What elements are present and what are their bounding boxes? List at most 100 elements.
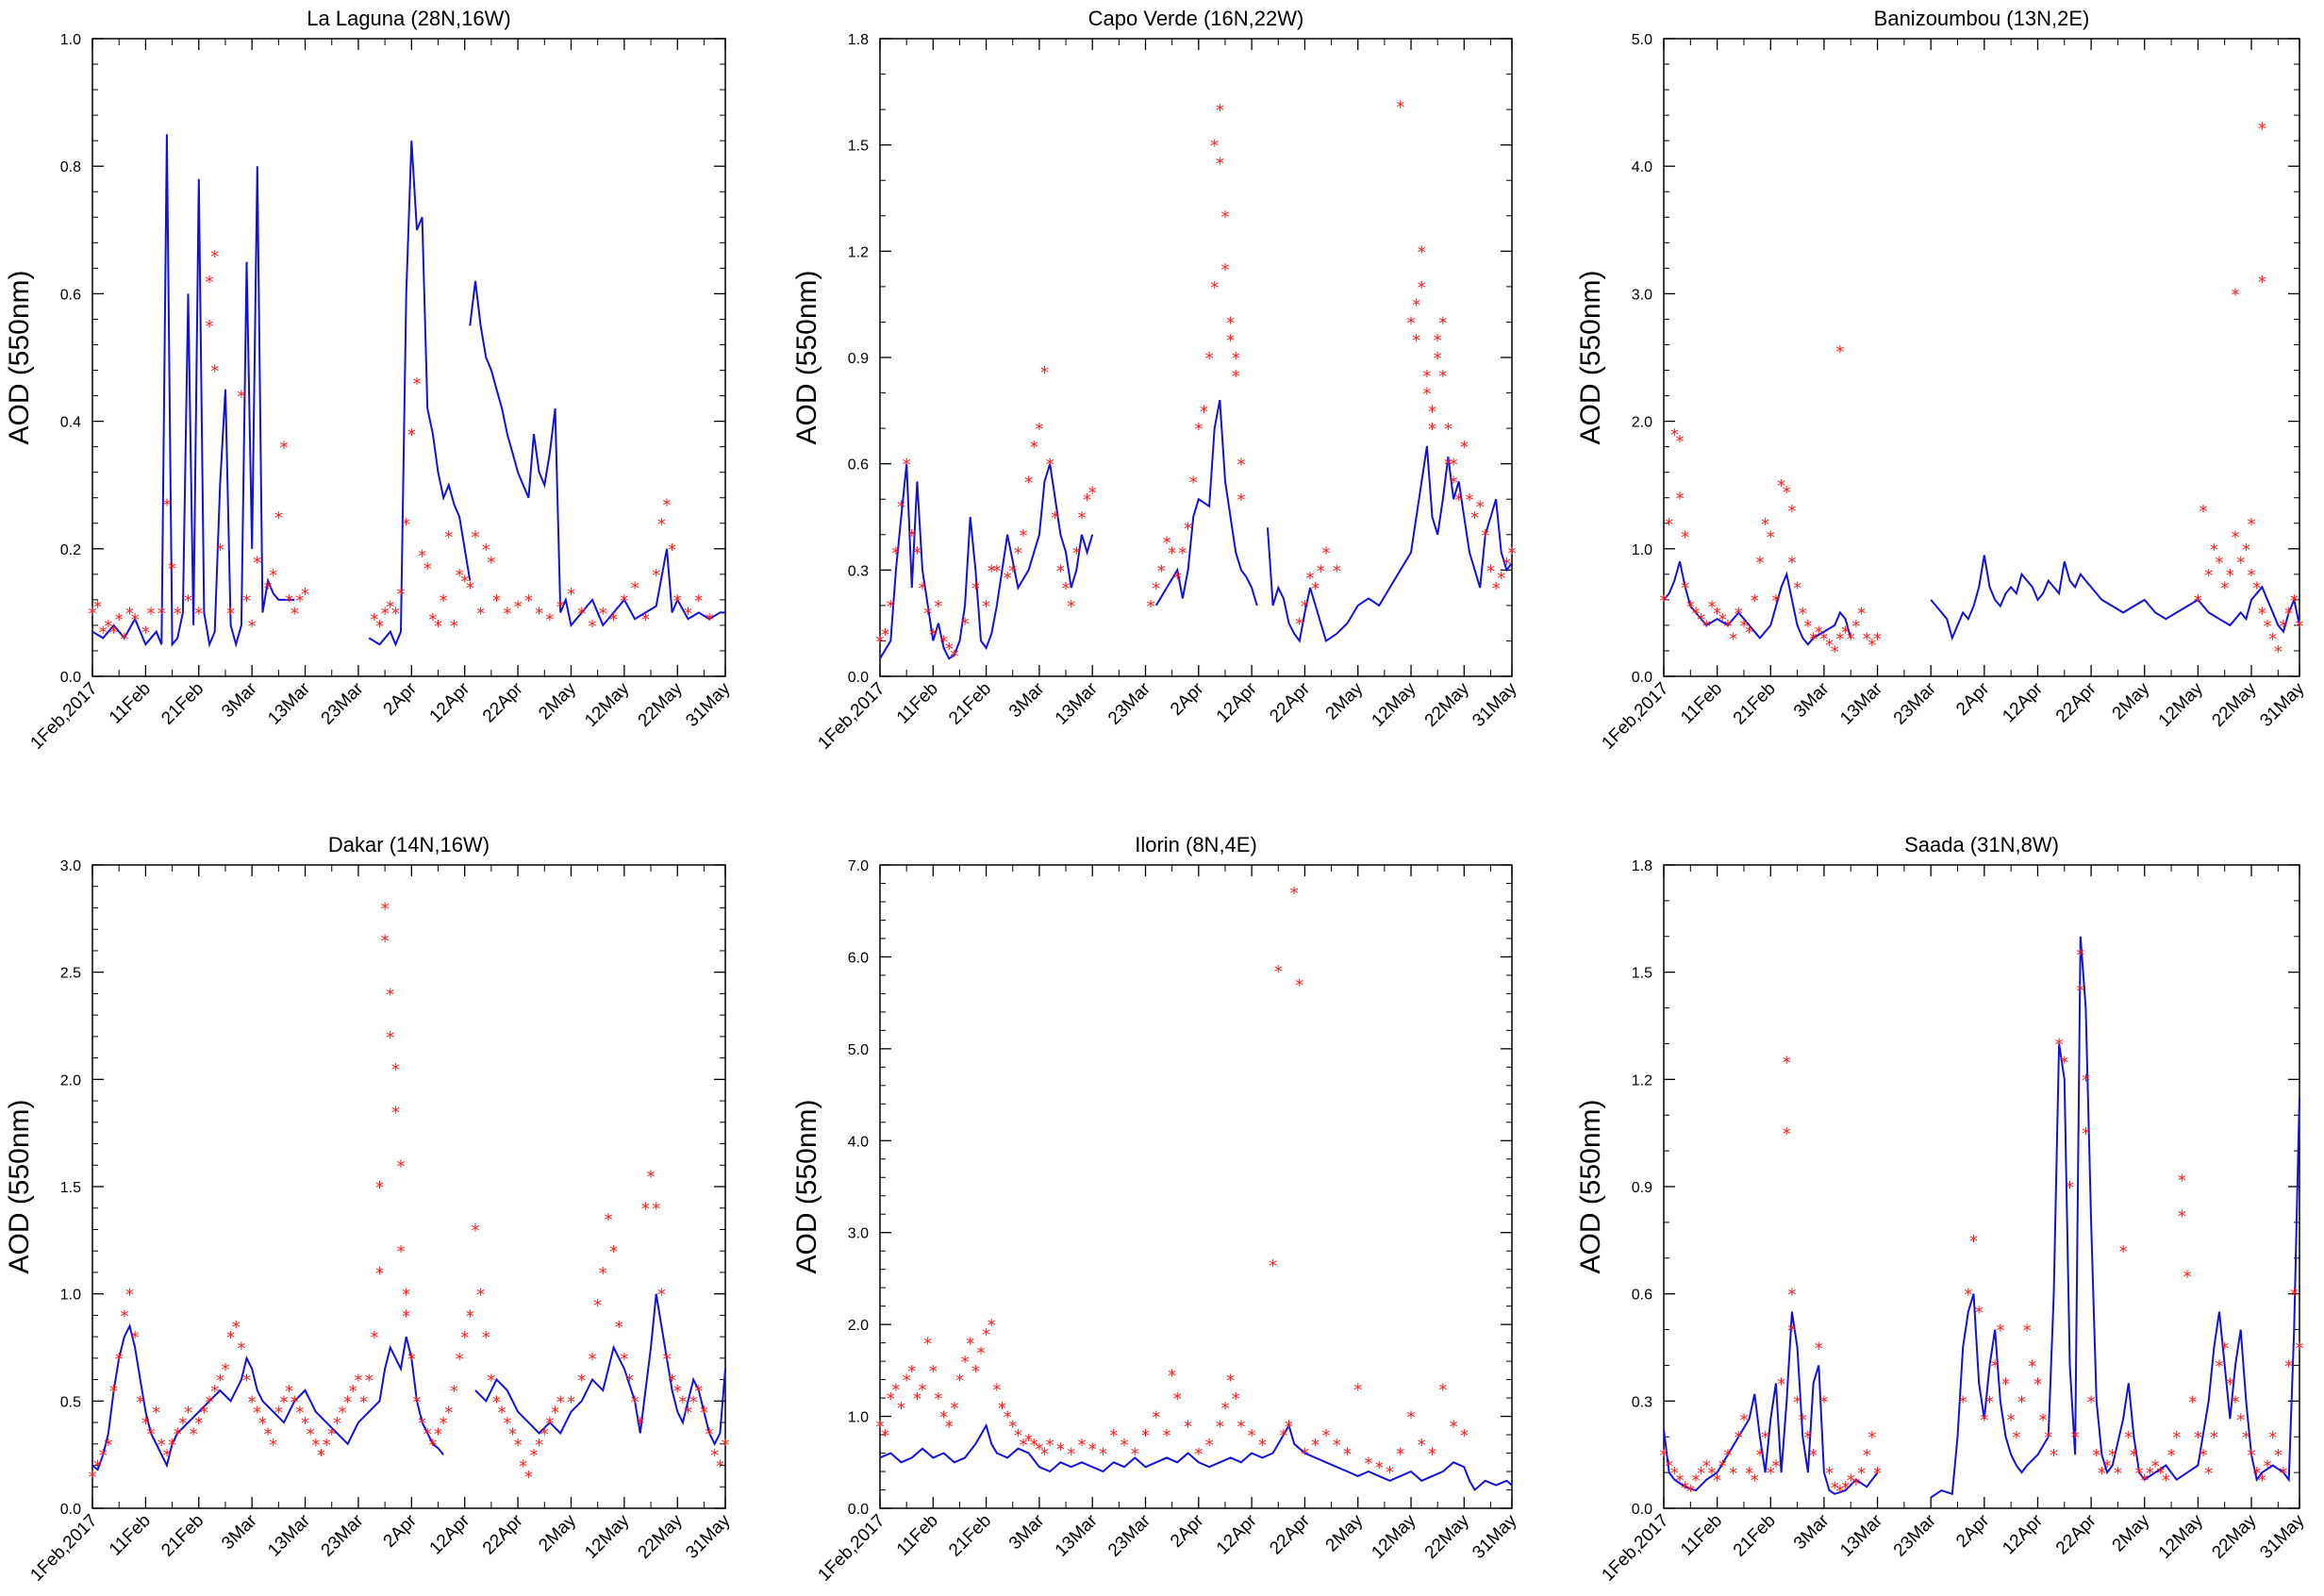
observation-marker: *: [1681, 578, 1689, 598]
observation-marker: *: [1051, 508, 1059, 528]
observation-marker: *: [354, 1372, 362, 1391]
x-tick-label: 13Mar: [1836, 678, 1886, 728]
observation-marker: *: [1077, 1436, 1086, 1455]
model-line: [91, 134, 295, 648]
observation-marker: *: [1422, 385, 1431, 405]
observation-marker: *: [907, 526, 916, 546]
observation-marker: *: [1787, 502, 1796, 522]
x-tick-label: 1Feb,2017: [26, 679, 101, 754]
observation-marker: *: [897, 1399, 905, 1419]
observation-marker: *: [2216, 553, 2224, 573]
x-tick-label: 11Feb: [1677, 679, 1726, 728]
observation-marker: *: [1141, 1426, 1150, 1446]
observation-marker: *: [120, 629, 128, 649]
observation-marker: *: [498, 1404, 506, 1423]
observation-marker: *: [141, 1414, 150, 1434]
observation-marker: *: [1502, 555, 1511, 574]
y-axis-label: AOD (550nm): [4, 1099, 35, 1273]
observation-marker: *: [168, 559, 176, 579]
observation-marker: *: [115, 610, 124, 630]
observation-marker: *: [1438, 313, 1447, 333]
observation-marker: *: [2007, 1410, 2016, 1430]
observation-marker: *: [120, 1306, 128, 1326]
observation-marker: *: [567, 1392, 575, 1412]
observation-marker: *: [1120, 1436, 1128, 1455]
observation-marker: *: [631, 578, 639, 598]
observation-marker: *: [535, 1436, 543, 1455]
x-tick-label: 31May: [1469, 1510, 1521, 1563]
y-tick-label: 0.0: [60, 1502, 81, 1518]
observation-marker: *: [1232, 349, 1240, 369]
observation-marker: *: [206, 1392, 214, 1412]
observation-marker: *: [1099, 1445, 1107, 1465]
observation-marker: *: [2236, 553, 2245, 573]
observation-marker: *: [1109, 1426, 1118, 1446]
plot-frame: [91, 38, 726, 677]
observation-marker: *: [913, 544, 921, 564]
observation-marker: *: [2076, 982, 2084, 1002]
observation-marker: *: [2296, 617, 2304, 637]
observation-marker: *: [2210, 540, 2218, 560]
x-tick-label: 23Mar: [1104, 1510, 1154, 1560]
observation-marker: *: [93, 598, 102, 618]
observation-marker: *: [1713, 604, 1721, 623]
observation-marker: *: [2188, 1392, 2197, 1412]
panel-title: Dakar (14N,16W): [328, 833, 490, 856]
observation-marker: *: [652, 1200, 660, 1220]
observation-marker: *: [1707, 598, 1716, 618]
observation-marker: *: [412, 1392, 421, 1412]
observation-marker: *: [1799, 1410, 1807, 1430]
x-tick-label: 3Mar: [1005, 1510, 1049, 1554]
observation-marker: *: [2232, 527, 2240, 547]
x-tick-label: 3Mar: [218, 1510, 261, 1554]
observation-marker: *: [194, 604, 203, 623]
observation-marker: *: [1396, 97, 1404, 117]
x-tick-label: 2Apr: [380, 678, 422, 720]
observation-marker: *: [423, 1424, 432, 1444]
observation-marker: *: [285, 1382, 293, 1402]
observation-marker: *: [279, 1392, 288, 1412]
observation-marker: *: [104, 1436, 112, 1455]
observation-marker: *: [540, 1424, 549, 1444]
observation-marker: *: [939, 1408, 948, 1428]
observation-marker: *: [684, 1404, 692, 1423]
observation-marker: *: [2130, 1446, 2138, 1466]
observation-marker: *: [615, 1318, 623, 1338]
x-tick-label: 1Feb,2017: [1598, 679, 1672, 754]
observation-marker: *: [1697, 610, 1705, 630]
observation-marker: *: [290, 1392, 299, 1412]
observation-marker: *: [2146, 1464, 2154, 1484]
observation-marker: *: [1691, 604, 1700, 623]
observation-marker: *: [402, 1306, 410, 1326]
y-axis-label: AOD (550nm): [1575, 1099, 1606, 1273]
observation-marker: *: [125, 604, 134, 623]
y-tick-label: 1.0: [60, 1288, 81, 1304]
observation-marker: *: [1713, 1471, 1721, 1491]
x-tick-label: 3Mar: [1790, 678, 1834, 722]
observation-marker: *: [226, 604, 235, 623]
observation-marker: *: [1200, 402, 1208, 422]
y-tick-label: 2.0: [848, 1318, 869, 1334]
x-tick-label: 13Mar: [264, 1510, 314, 1560]
observation-marker: *: [1825, 636, 1834, 656]
observation-marker: *: [1184, 1417, 1192, 1437]
x-tick-label: 23Mar: [318, 1510, 368, 1560]
observation-marker: *: [1470, 508, 1479, 528]
observation-marker: *: [1220, 260, 1229, 280]
observation-marker: *: [339, 1404, 347, 1423]
observation-marker: *: [625, 1372, 634, 1391]
observation-marker: *: [1476, 498, 1485, 518]
observation-marker: *: [907, 1362, 916, 1382]
x-tick-label: 12May: [1368, 1510, 1420, 1563]
observation-marker: *: [2017, 1392, 2026, 1412]
x-tick-label: 1Feb,2017: [1598, 1511, 1672, 1586]
observation-marker: *: [323, 1436, 331, 1455]
observation-marker: *: [162, 1446, 171, 1466]
observation-marker: *: [206, 273, 214, 292]
model-line: [879, 1422, 1513, 1492]
observation-marker: *: [2151, 1457, 2160, 1477]
observation-marker: *: [1004, 1408, 1012, 1428]
observation-marker: *: [2082, 1071, 2090, 1090]
x-tick-label: 12May: [581, 678, 634, 731]
observation-marker: *: [1343, 1445, 1352, 1465]
